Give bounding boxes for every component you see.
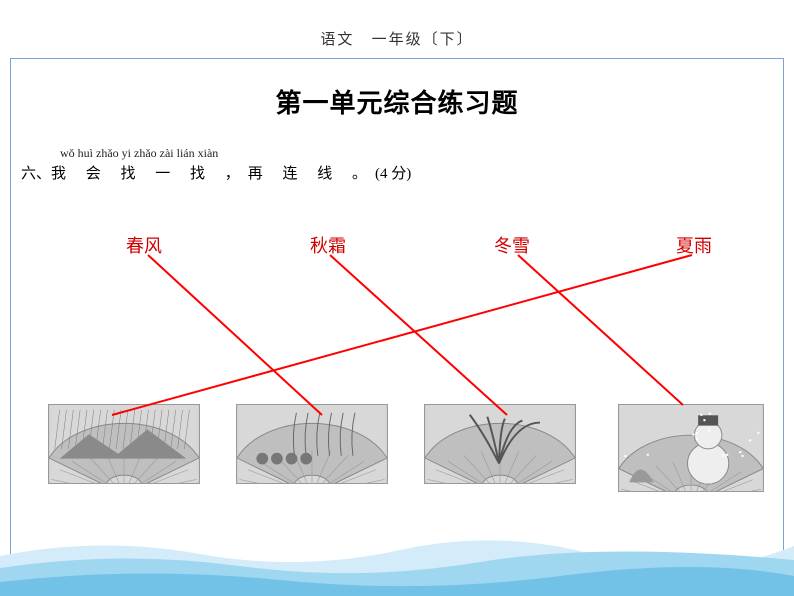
match-word-1: 秋霜 xyxy=(310,232,346,258)
fan-image-autumn-leaves xyxy=(424,404,576,484)
subject-label: 语文 xyxy=(320,32,354,48)
grade-label: 一年级〔下〕 xyxy=(372,32,474,48)
water-decoration xyxy=(0,536,794,596)
match-word-0: 春风 xyxy=(126,232,162,258)
chinese-question: 六、我 会 找 一 找 ，再 连 线 。(4 分) xyxy=(21,162,783,183)
question-number: 六、 xyxy=(21,166,51,182)
question-line: wǒ huì zhǎo yi zhǎo zài lián xiàn 六、我 会 … xyxy=(21,162,783,183)
content-box: 第一单元综合练习题 wǒ huì zhǎo yi zhǎo zài lián x… xyxy=(10,58,784,596)
fan-image-rainy-mountains xyxy=(48,404,200,484)
question-points: (4 分) xyxy=(375,166,411,182)
match-word-2: 冬雪 xyxy=(494,232,530,258)
fan-image-spring-willow xyxy=(236,404,388,484)
pinyin-annotation: wǒ huì zhǎo yi zhǎo zài lián xiàn xyxy=(60,146,218,161)
question-text: 我 会 找 一 找 ，再 连 线 。 xyxy=(51,166,375,182)
page-title: 第一单元综合练习题 xyxy=(11,83,783,120)
match-word-3: 夏雨 xyxy=(676,232,712,258)
fan-image-snowman xyxy=(618,404,764,492)
page-header: 语文 一年级〔下〕 xyxy=(0,0,794,49)
